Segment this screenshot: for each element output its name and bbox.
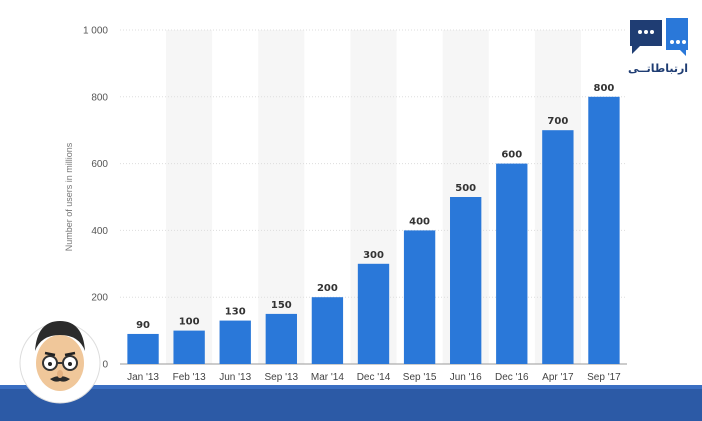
bar	[311, 297, 344, 364]
bar	[588, 96, 620, 365]
bar-data-label: 600	[501, 150, 522, 161]
brand-logo: ارتباطاتــی	[622, 10, 694, 80]
x-axis-ticks: Jan '13 Feb '13 Jun '13 Sep '13 Mar '14 Dec '…	[127, 372, 621, 383]
bar	[496, 163, 528, 364]
bar-data-label: 200	[317, 283, 338, 294]
x-tick-label: Sep '17	[587, 372, 621, 383]
footer-band	[0, 385, 702, 421]
y-tick-label: 800	[91, 92, 108, 103]
x-tick-label: Dec '14	[357, 372, 391, 383]
bar	[403, 230, 436, 364]
bar	[357, 263, 390, 364]
x-tick-label: Sep '13	[265, 372, 299, 383]
y-tick-label: 600	[91, 159, 108, 170]
avatar-illustration	[17, 313, 103, 405]
bar-data-label: 300	[363, 250, 384, 261]
bar-data-label: 800	[594, 83, 615, 94]
y-tick-label: 1 000	[83, 26, 108, 37]
bar	[127, 333, 159, 364]
x-tick-label: Dec '16	[495, 372, 529, 383]
bar	[219, 320, 251, 364]
column-band	[258, 30, 305, 364]
bar	[265, 313, 297, 364]
x-tick-label: Apr '17	[542, 372, 574, 383]
bars	[127, 96, 620, 365]
x-tick-label: Sep '15	[403, 372, 437, 383]
x-tick-label: Jan '13	[127, 372, 159, 383]
bar	[173, 330, 205, 364]
bar	[542, 130, 574, 364]
x-tick-label: Mar '14	[311, 372, 344, 383]
bar-data-label: 400	[409, 216, 430, 227]
y-axis-title: Number of users in millions	[64, 142, 74, 251]
bar-data-label: 130	[225, 307, 246, 318]
x-tick-label: Jun '13	[219, 372, 251, 383]
bar	[450, 197, 482, 364]
y-axis-ticks: 0 200 400 600 800 1 000	[83, 26, 108, 371]
brand-logo-text: ارتباطاتــی	[627, 62, 689, 75]
y-tick-label: 400	[91, 226, 108, 237]
x-tick-label: Feb '13	[173, 372, 206, 383]
bar-data-label: 100	[179, 317, 200, 328]
x-tick-label: Jun '16	[450, 372, 482, 383]
bar-data-label: 500	[455, 183, 476, 194]
bar-data-label: 150	[271, 300, 292, 311]
bar-data-labels: 90 100 130 150 200 300 400 500 600 700 800	[136, 83, 614, 331]
y-tick-label: 0	[102, 360, 108, 371]
y-tick-label: 200	[91, 293, 108, 304]
bar-data-label: 90	[136, 320, 150, 331]
column-band	[166, 30, 213, 364]
bar-data-label: 700	[547, 116, 568, 127]
